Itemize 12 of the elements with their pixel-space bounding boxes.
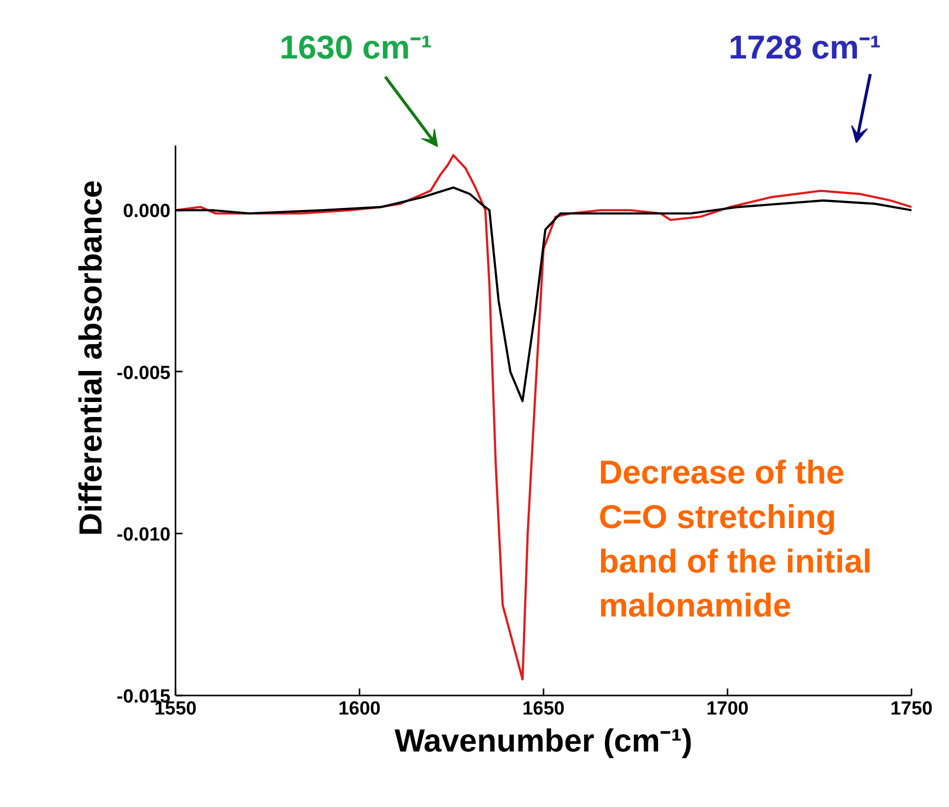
y-tick-label: -0.005 [116, 362, 171, 384]
text: 1630 cm⁻¹ [280, 28, 432, 66]
x-tick-label: 1650 [522, 698, 565, 720]
y-tick-label: 0.000 [122, 201, 170, 222]
x-axis-title: Wavenumber (cm⁻¹) [394, 722, 692, 758]
y-tick-label: -0.010 [116, 524, 170, 546]
x-tick-label: 1700 [706, 698, 749, 720]
x-tick-label: 1750 [890, 698, 933, 720]
x-tick-label: 1600 [338, 698, 381, 720]
annotation: Decrease of the C=O stretching band of the initial malonamide [598, 454, 872, 624]
text: 1728 cm⁻¹ [728, 28, 881, 66]
y-axis-title: Differential absorbance [72, 180, 109, 536]
